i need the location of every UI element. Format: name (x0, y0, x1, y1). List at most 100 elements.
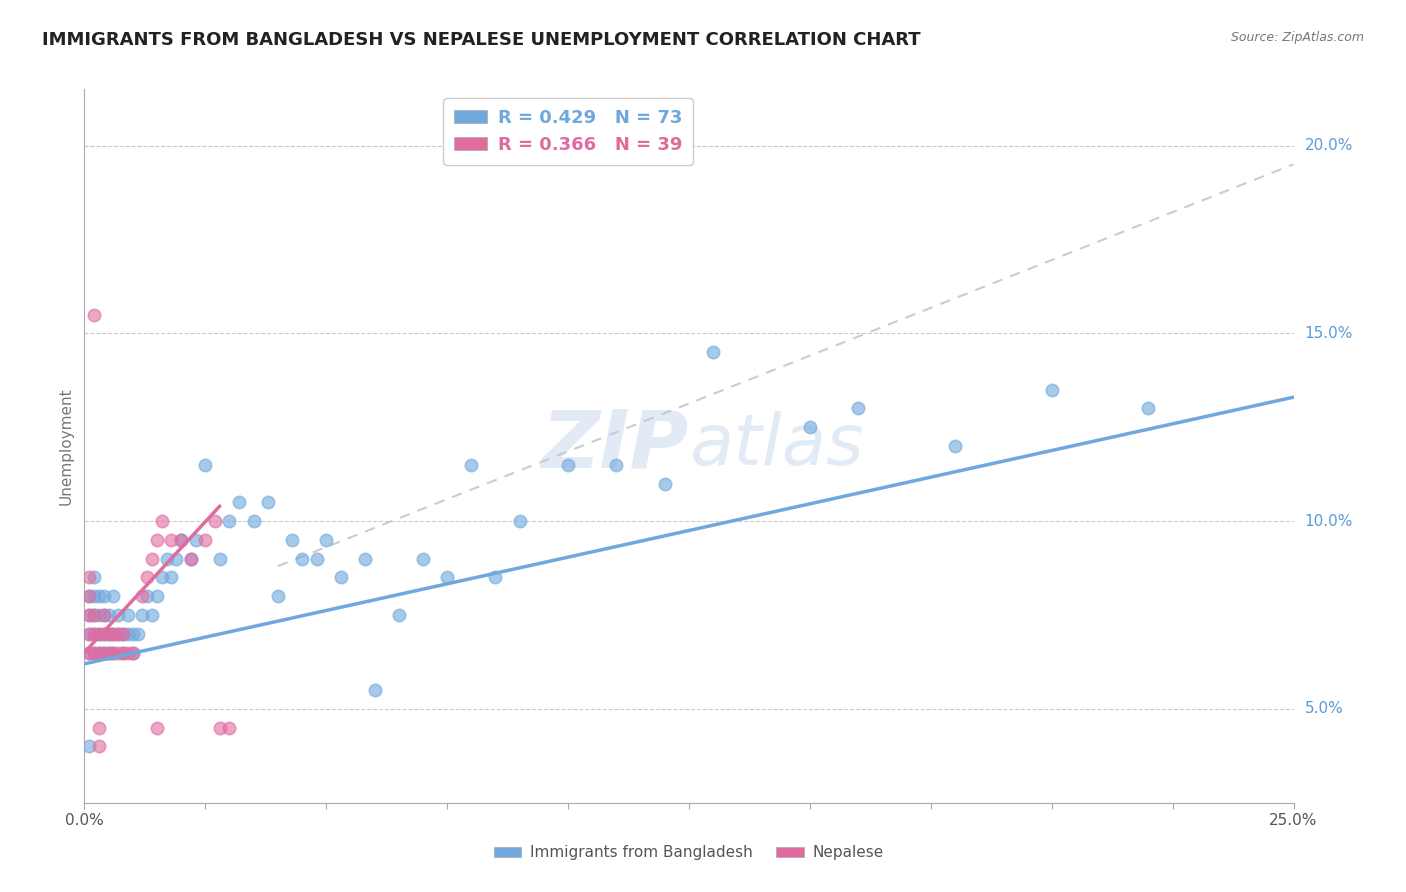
Point (83, 646, 105, 660)
Point (103, 589, 125, 603)
Point (93, 589, 115, 603)
Point (112, 646, 135, 660)
Point (170, 533, 193, 547)
Point (93, 646, 115, 660)
Point (846, 401, 869, 416)
Point (127, 627, 149, 641)
Point (329, 570, 352, 584)
Point (87, 607, 110, 622)
Point (103, 627, 125, 641)
Point (702, 345, 724, 359)
Point (77, 589, 100, 603)
Point (208, 721, 231, 735)
Point (97, 627, 120, 641)
Point (141, 607, 163, 622)
Point (141, 551, 163, 566)
Point (218, 514, 240, 528)
Point (146, 589, 169, 603)
Point (204, 514, 226, 528)
Point (121, 646, 143, 660)
Point (112, 627, 135, 641)
Point (87, 589, 110, 603)
Point (150, 570, 173, 584)
Point (799, 420, 821, 434)
Point (83, 607, 105, 622)
Point (87, 627, 110, 641)
Point (605, 458, 627, 472)
Point (77, 646, 100, 660)
Point (228, 495, 250, 509)
Legend: Immigrants from Bangladesh, Nepalese: Immigrants from Bangladesh, Nepalese (488, 839, 890, 866)
Point (77, 646, 100, 660)
Point (83, 627, 105, 641)
Point (1040, 383, 1063, 397)
Point (460, 458, 482, 472)
Point (363, 683, 385, 698)
Text: 20.0%: 20.0% (1305, 138, 1353, 153)
Point (267, 589, 290, 603)
Point (117, 607, 139, 622)
Point (208, 551, 231, 566)
Text: ZIP: ZIP (541, 407, 689, 485)
Point (77, 570, 100, 584)
Point (87, 739, 110, 754)
Point (257, 495, 280, 509)
Point (83, 646, 105, 660)
Point (87, 646, 110, 660)
Point (77, 607, 100, 622)
Point (112, 627, 135, 641)
Point (484, 570, 506, 584)
Point (136, 589, 159, 603)
Point (97, 646, 120, 660)
Point (107, 607, 129, 622)
Point (315, 533, 337, 547)
Point (77, 627, 100, 641)
Point (165, 551, 187, 566)
Point (117, 627, 139, 641)
Point (436, 570, 458, 584)
Point (388, 607, 411, 622)
Point (354, 551, 377, 566)
Point (184, 533, 207, 547)
Point (155, 551, 177, 566)
Point (121, 627, 143, 641)
Point (93, 627, 115, 641)
Point (97, 646, 120, 660)
Point (107, 646, 129, 660)
Point (654, 476, 676, 491)
Point (77, 627, 100, 641)
Point (136, 570, 159, 584)
Point (107, 627, 129, 641)
Point (97, 627, 120, 641)
Point (121, 646, 143, 660)
Text: 10.0%: 10.0% (1305, 514, 1353, 529)
Point (103, 646, 125, 660)
Point (77, 739, 100, 754)
Point (281, 533, 304, 547)
Text: 5.0%: 5.0% (1305, 701, 1343, 716)
Point (112, 646, 135, 660)
Point (150, 514, 173, 528)
Point (305, 551, 328, 566)
Text: atlas: atlas (689, 411, 863, 481)
Point (93, 627, 115, 641)
Point (131, 589, 153, 603)
Point (131, 607, 153, 622)
Point (180, 551, 202, 566)
Point (83, 589, 105, 603)
Point (87, 721, 110, 735)
Point (180, 551, 202, 566)
Point (117, 646, 139, 660)
Point (103, 627, 125, 641)
Point (103, 646, 125, 660)
Point (83, 570, 105, 584)
Text: Source: ZipAtlas.com: Source: ZipAtlas.com (1230, 31, 1364, 45)
Point (83, 607, 105, 622)
Y-axis label: Unemployment: Unemployment (58, 387, 73, 505)
Point (87, 646, 110, 660)
Point (194, 458, 217, 472)
Point (943, 439, 966, 453)
Point (93, 607, 115, 622)
Point (509, 514, 531, 528)
Point (557, 458, 579, 472)
